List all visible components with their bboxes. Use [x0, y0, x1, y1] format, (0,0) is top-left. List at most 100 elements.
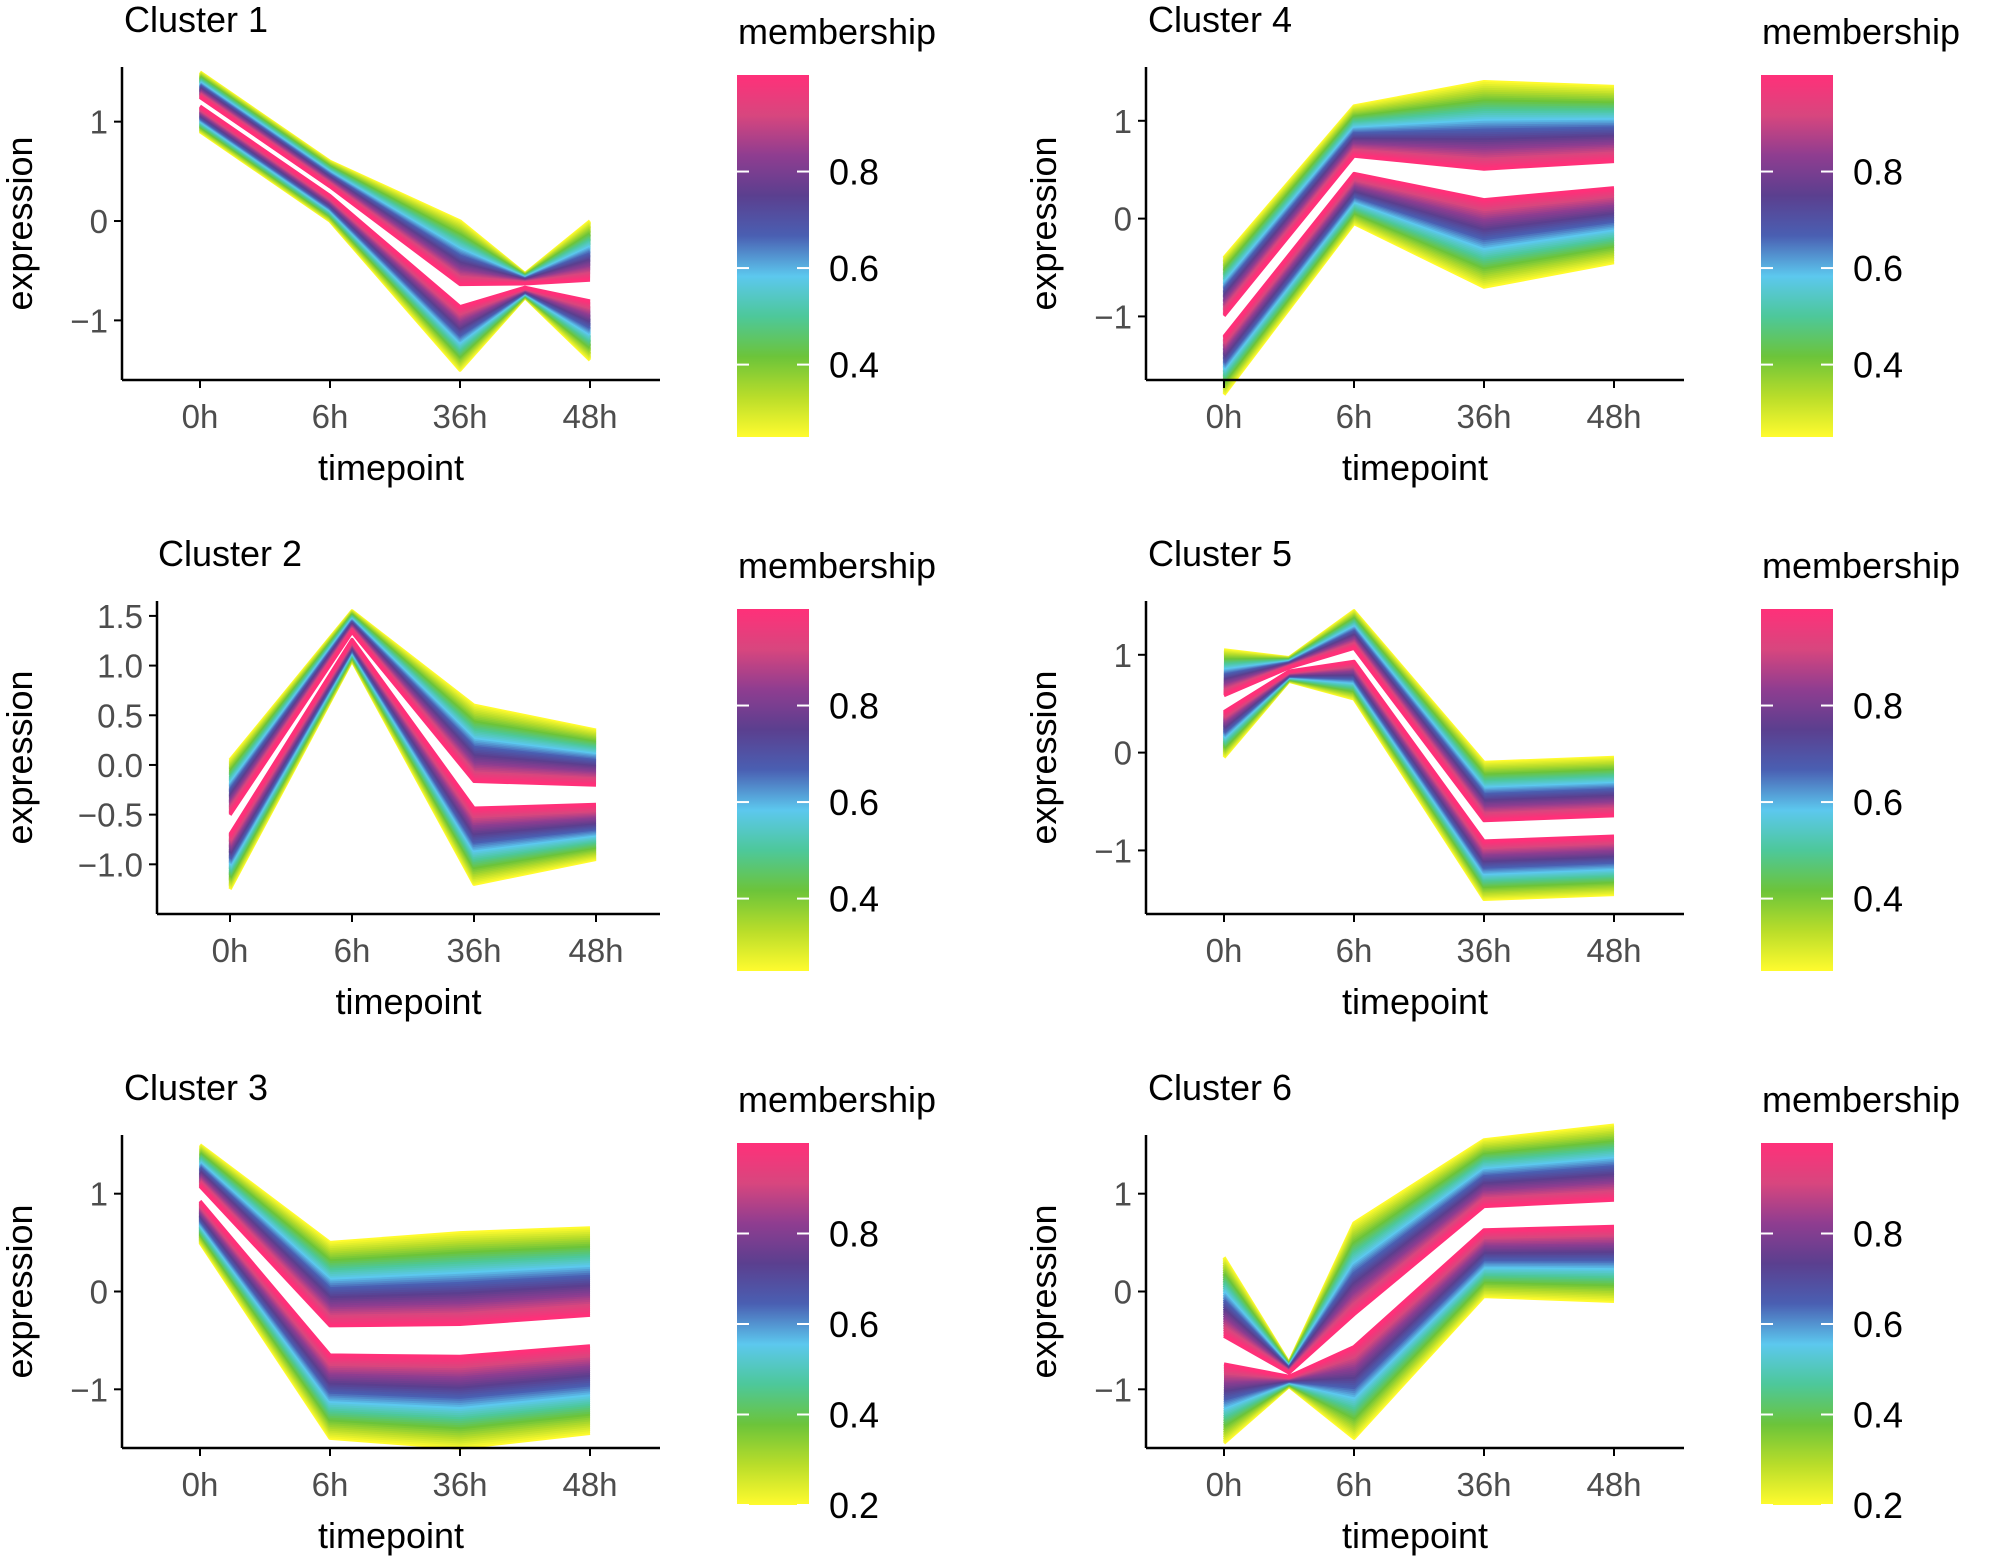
x-tick-label: 48h — [1586, 1466, 1641, 1503]
legend-tick-label: 0.4 — [829, 1395, 879, 1436]
legend-tick-label: 0.8 — [829, 152, 879, 193]
x-tick-label: 6h — [1336, 398, 1373, 435]
legend-title: membership — [1762, 11, 1960, 52]
series-line — [199, 73, 591, 277]
y-axis-label: expression — [0, 670, 40, 844]
y-tick-label: −0.5 — [78, 797, 143, 834]
y-axis-label: expression — [0, 136, 40, 310]
series-line — [199, 76, 591, 278]
y-axis-label: expression — [1023, 670, 1064, 844]
y-tick-label: −1 — [1094, 1371, 1132, 1408]
y-tick-label: −1.0 — [78, 846, 143, 883]
x-tick-label: 6h — [334, 932, 371, 969]
legend-tick-label: 0.4 — [1853, 1395, 1903, 1436]
legend-tick-label: 0.8 — [829, 1214, 879, 1255]
y-axis-label: expression — [1023, 1204, 1064, 1378]
x-tick-label: 0h — [182, 398, 219, 435]
line-bundle — [1222, 80, 1615, 396]
cluster-panel: Cluster 6 1 0 −1 0h 6h 36h 48h timepoint expressi… — [1023, 1067, 1960, 1556]
series-line — [199, 73, 591, 277]
legend-title: membership — [1762, 1079, 1960, 1120]
legend-tick-label: 0.4 — [829, 879, 879, 920]
panel-title: Cluster 5 — [1148, 533, 1292, 574]
cluster-panel: Cluster 1 1 0 −1 0h 6h 36h 48h timepoint expressi… — [0, 0, 936, 488]
x-tick-label: 48h — [562, 398, 617, 435]
series-line — [199, 75, 591, 278]
y-tick-label: 1.0 — [97, 648, 143, 685]
x-axis-label: timepoint — [318, 447, 464, 488]
legend-tick-label: 0.6 — [1853, 782, 1903, 823]
line-bundle — [199, 70, 592, 372]
line-bundle — [228, 609, 597, 891]
x-tick-label: 0h — [1206, 932, 1243, 969]
x-tick-label: 6h — [1336, 1466, 1373, 1503]
panel-title: Cluster 4 — [1148, 0, 1292, 40]
series-line — [198, 1185, 591, 1328]
y-tick-label: 0 — [90, 1274, 108, 1311]
membership-colorbar — [737, 75, 809, 437]
y-tick-label: 0.5 — [97, 697, 143, 734]
line-bundle — [1222, 609, 1615, 901]
legend-tick-label: 0.2 — [1853, 1485, 1903, 1526]
series-line — [199, 75, 591, 278]
x-tick-label: 36h — [1456, 398, 1511, 435]
x-tick-label: 36h — [432, 398, 487, 435]
panel-title: Cluster 3 — [124, 1067, 268, 1108]
x-tick-label: 6h — [1336, 932, 1373, 969]
series-line — [1223, 1198, 1615, 1375]
legend-title: membership — [738, 11, 936, 52]
series-line — [199, 72, 592, 277]
membership-colorbar — [737, 609, 809, 971]
series-line — [199, 76, 591, 278]
y-axis-label: expression — [0, 1204, 40, 1378]
x-tick-label: 6h — [312, 398, 349, 435]
legend-tick-label: 0.8 — [1853, 1214, 1903, 1255]
x-tick-label: 48h — [1586, 932, 1641, 969]
series-line — [228, 637, 597, 836]
series-line — [198, 1199, 591, 1359]
series-line — [199, 78, 591, 279]
x-tick-label: 36h — [1456, 932, 1511, 969]
legend-tick-label: 0.6 — [829, 1304, 879, 1345]
series-line — [199, 77, 591, 279]
x-tick-label: 48h — [568, 932, 623, 969]
series-line — [1223, 659, 1615, 843]
x-axis-label: timepoint — [1342, 1515, 1488, 1556]
y-tick-label: 1 — [90, 104, 108, 141]
membership-colorbar — [1761, 75, 1833, 437]
x-tick-label: 6h — [312, 1466, 349, 1503]
legend-tick-label: 0.2 — [829, 1485, 879, 1526]
y-tick-label: −1 — [70, 302, 108, 339]
x-tick-label: 0h — [212, 932, 249, 969]
membership-colorbar — [1761, 609, 1833, 971]
x-axis-label: timepoint — [1342, 447, 1488, 488]
series-line — [228, 630, 597, 816]
x-axis-label: timepoint — [335, 981, 481, 1022]
x-tick-label: 0h — [182, 1466, 219, 1503]
series-line — [199, 77, 591, 279]
series-line — [1222, 171, 1615, 338]
legend-title: membership — [1762, 545, 1960, 586]
legend-tick-label: 0.6 — [829, 248, 879, 289]
cluster-panel: Cluster 2 1.5 1.0 0.5 0.0 −0.5 −1.0 0h 6h 36h 48h t… — [0, 533, 936, 1022]
legend-tick-label: 0.8 — [829, 686, 879, 727]
x-axis-label: timepoint — [318, 1515, 464, 1556]
y-tick-label: 0.0 — [97, 747, 143, 784]
cluster-panel: Cluster 3 1 0 −1 0h 6h 36h 48h timepoint expressi… — [0, 1067, 936, 1556]
series-line — [1222, 154, 1615, 317]
legend-tick-label: 0.8 — [1853, 686, 1903, 727]
series-line — [199, 78, 591, 279]
y-tick-label: 0 — [1114, 1274, 1132, 1311]
x-tick-label: 0h — [1206, 1466, 1243, 1503]
legend-tick-label: 0.6 — [1853, 1304, 1903, 1345]
y-tick-label: 1.5 — [97, 598, 143, 635]
x-tick-label: 36h — [432, 1466, 487, 1503]
legend-tick-label: 0.6 — [1853, 248, 1903, 289]
y-tick-label: 1 — [1114, 637, 1132, 674]
y-axis-label: expression — [1023, 136, 1064, 310]
x-tick-label: 48h — [1586, 398, 1641, 435]
cluster-panel: Cluster 4 1 0 −1 0h 6h 36h 48h timepoint expressi… — [1023, 0, 1960, 488]
panel-title: Cluster 1 — [124, 0, 268, 40]
y-tick-label: 1 — [90, 1176, 108, 1213]
series-line — [199, 95, 591, 287]
